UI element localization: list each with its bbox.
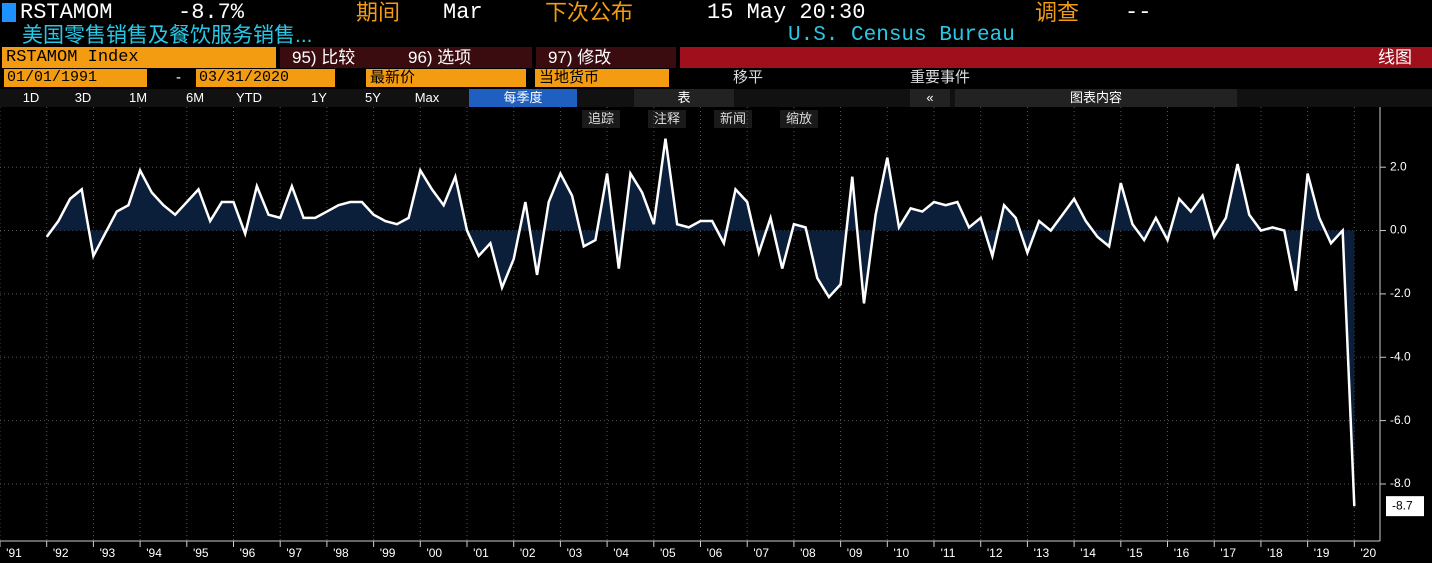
menu-options[interactable]: 96) 选项: [396, 47, 532, 68]
x-tick-label: '96: [240, 546, 256, 560]
y-tick-label: -8.0: [1390, 476, 1411, 490]
x-tick-label: '17: [1220, 546, 1236, 560]
x-tick-label: '06: [707, 546, 723, 560]
range-button[interactable]: 1D: [22, 90, 40, 105]
chart: 2.0 0.0 -2.0 -4.0 -6.0 -8.0 '91 '92 '93 '94 '95 '96…: [0, 107, 1424, 560]
x-tick-label: '13: [1034, 546, 1050, 560]
survey: --: [1125, 0, 1152, 25]
chart-content[interactable]: 图表内容: [955, 89, 1237, 107]
tool-annotate[interactable]: 注释: [648, 110, 687, 128]
range-button[interactable]: 3D: [74, 90, 92, 105]
smoothing[interactable]: 移平: [733, 69, 764, 86]
x-tick-label: '91: [6, 546, 22, 560]
tool-track[interactable]: 追踪: [582, 110, 621, 128]
x-tick-label: '12: [987, 546, 1003, 560]
end-date[interactable]: 03/31/2020: [196, 69, 335, 87]
survey-label: 调查: [1035, 0, 1080, 25]
chart-kind: 线图: [1378, 48, 1412, 67]
x-tick-label: '93: [100, 546, 116, 560]
x-tick-label: '14: [1080, 546, 1096, 560]
ticker: RSTAMOM: [20, 0, 113, 25]
x-tick-label: '02: [520, 546, 536, 560]
x-tick-label: '00: [426, 546, 442, 560]
x-tick-label: '10: [893, 546, 909, 560]
x-tick-label: '20: [1360, 546, 1376, 560]
menu-compare[interactable]: 95) 比较: [280, 47, 402, 68]
x-tick-label: '05: [660, 546, 676, 560]
x-tick-label: '18: [1267, 546, 1283, 560]
next-label: 下次公布: [545, 0, 634, 25]
tool-zoom[interactable]: 缩放: [780, 110, 819, 128]
range-button[interactable]: 1Y: [311, 90, 327, 105]
description: 美国零售销售及餐饮服务销售...: [22, 24, 313, 47]
last-value-label: -8.7: [1392, 498, 1413, 512]
x-tick-label: '09: [847, 546, 863, 560]
x-tick-label: '99: [380, 546, 396, 560]
date-sep: -: [176, 69, 181, 86]
x-tick-label: '04: [613, 546, 629, 560]
security[interactable]: RSTAMOM Index: [2, 47, 276, 68]
menu-edit[interactable]: 97) 修改: [536, 47, 676, 68]
y-tick-label: 2.0: [1390, 159, 1407, 173]
x-tick-label: '15: [1127, 546, 1143, 560]
range-button[interactable]: 5Y: [365, 90, 381, 105]
range-button[interactable]: Max: [414, 90, 440, 105]
x-tick-label: '98: [333, 546, 349, 560]
price-field[interactable]: 最新价: [366, 69, 526, 87]
period-label: 期间: [356, 0, 401, 25]
line: [45, 138, 1356, 507]
x-tick-label: '97: [286, 546, 302, 560]
range-button[interactable]: YTD: [236, 90, 262, 105]
x-tick-label: '08: [800, 546, 816, 560]
y-tick-label: 0.0: [1390, 223, 1407, 237]
next-release: 15 May 20:30: [707, 0, 866, 25]
table-button[interactable]: 表: [634, 89, 734, 107]
x-tick-label: '94: [146, 546, 162, 560]
period: Mar: [443, 0, 483, 25]
collapse-button[interactable]: «: [910, 89, 950, 107]
title-bar: [680, 47, 1432, 68]
currency[interactable]: 当地货币: [535, 69, 669, 87]
y-tick-label: -2.0: [1390, 286, 1411, 300]
y-tick-label: -4.0: [1390, 349, 1411, 363]
range-button[interactable]: 1M: [128, 90, 148, 105]
x-tick-label: '07: [753, 546, 769, 560]
x-tick-label: '19: [1314, 546, 1330, 560]
last-value-box: [1386, 496, 1424, 517]
x-tick-label: '01: [473, 546, 489, 560]
events[interactable]: 重要事件: [910, 69, 971, 86]
y-tick-label: -6.0: [1390, 413, 1411, 427]
range-button[interactable]: 6M: [185, 90, 205, 105]
x-tick-label: '95: [193, 546, 209, 560]
x-tick-label: '16: [1174, 546, 1190, 560]
frequency[interactable]: 每季度: [469, 89, 577, 107]
x-tick-label: '03: [567, 546, 583, 560]
tool-news[interactable]: 新闻: [714, 110, 753, 128]
change: -8.7%: [178, 0, 245, 25]
start-date[interactable]: 01/01/1991: [4, 69, 147, 87]
source: U.S. Census Bureau: [788, 24, 1015, 47]
x-tick-label: '92: [53, 546, 69, 560]
ticker-icon: [2, 3, 16, 22]
x-tick-label: '11: [941, 546, 956, 560]
